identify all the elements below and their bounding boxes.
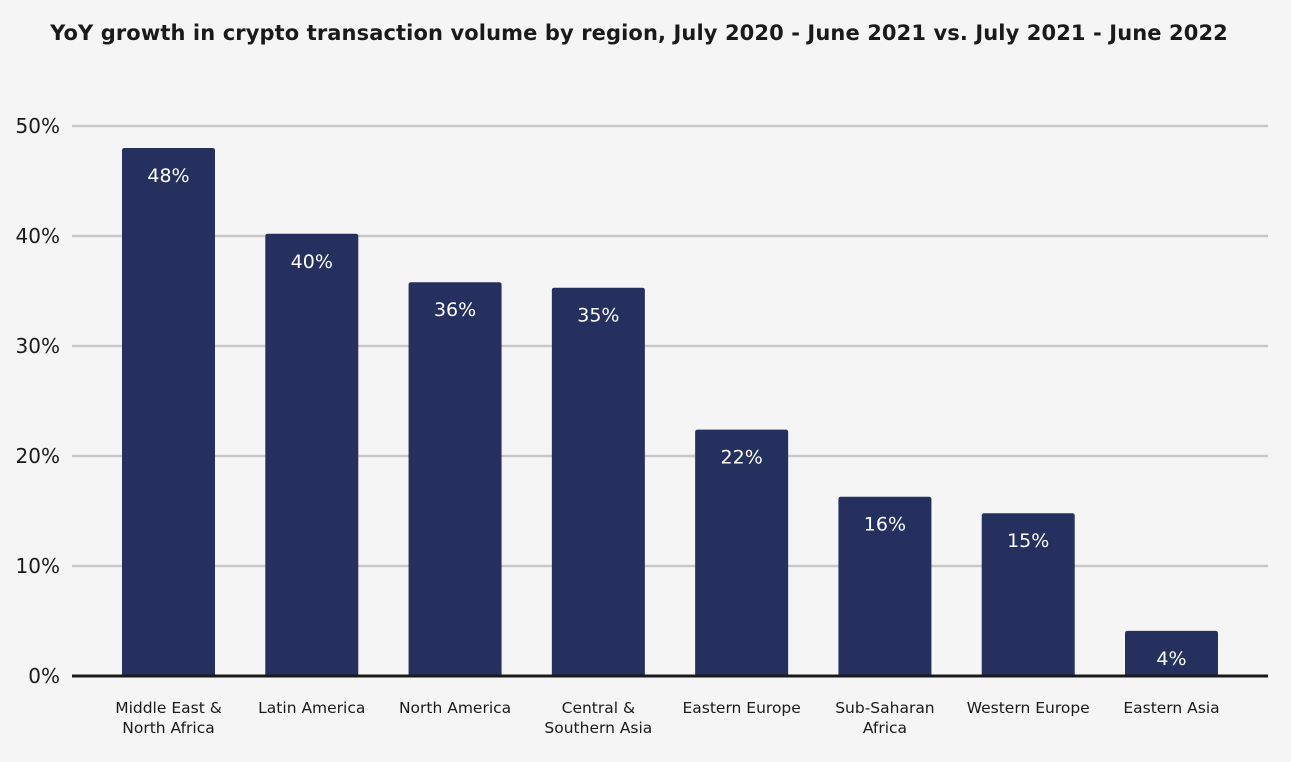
gridlines: [72, 124, 1268, 568]
y-tick-label: 20%: [16, 444, 60, 468]
bar-value-label: 15%: [1007, 530, 1049, 552]
bar-value-label: 40%: [291, 251, 333, 273]
bar-value-label: 35%: [577, 305, 619, 327]
bar-value-label: 36%: [434, 299, 476, 321]
bar: [981, 513, 1075, 676]
bar: [265, 233, 359, 677]
y-tick-label: 0%: [28, 664, 60, 688]
bar-value-label: 22%: [721, 447, 763, 469]
bar: [408, 282, 502, 676]
bar: [695, 429, 789, 676]
y-tick-label: 30%: [16, 334, 60, 358]
bars: [122, 148, 1218, 677]
data-labels: 48% 40% 36% 35% 22% 16% 15% 4%: [147, 165, 1186, 670]
x-category-label: Western Europe: [967, 699, 1090, 717]
x-category-label: Sub-Saharan Africa: [835, 699, 934, 737]
y-tick-label: 10%: [16, 554, 60, 578]
x-category-label: Eastern Europe: [682, 699, 800, 717]
x-category-label: Eastern Asia: [1123, 699, 1219, 717]
bar-value-label: 48%: [147, 165, 189, 187]
y-tick-label: 40%: [16, 224, 60, 248]
bar: [122, 148, 215, 676]
x-category-label: Middle East & North Africa: [115, 699, 222, 737]
y-tick-label: 50%: [16, 114, 60, 138]
bar: [1125, 630, 1218, 676]
x-category-label: North America: [399, 699, 511, 717]
bar-value-label: 16%: [864, 514, 906, 536]
y-axis-tick-labels: 0% 10% 20% 30% 40% 50%: [16, 114, 60, 688]
x-category-label: Central & Southern Asia: [544, 699, 652, 737]
x-category-label: Latin America: [258, 699, 365, 717]
chart-title: YoY growth in crypto transaction volume …: [50, 21, 1228, 45]
bar-value-label: 4%: [1156, 648, 1186, 670]
x-axis-category-labels: Middle East & North Africa Latin America No…: [115, 699, 1219, 737]
bar: [838, 496, 932, 676]
bar: [551, 287, 645, 676]
